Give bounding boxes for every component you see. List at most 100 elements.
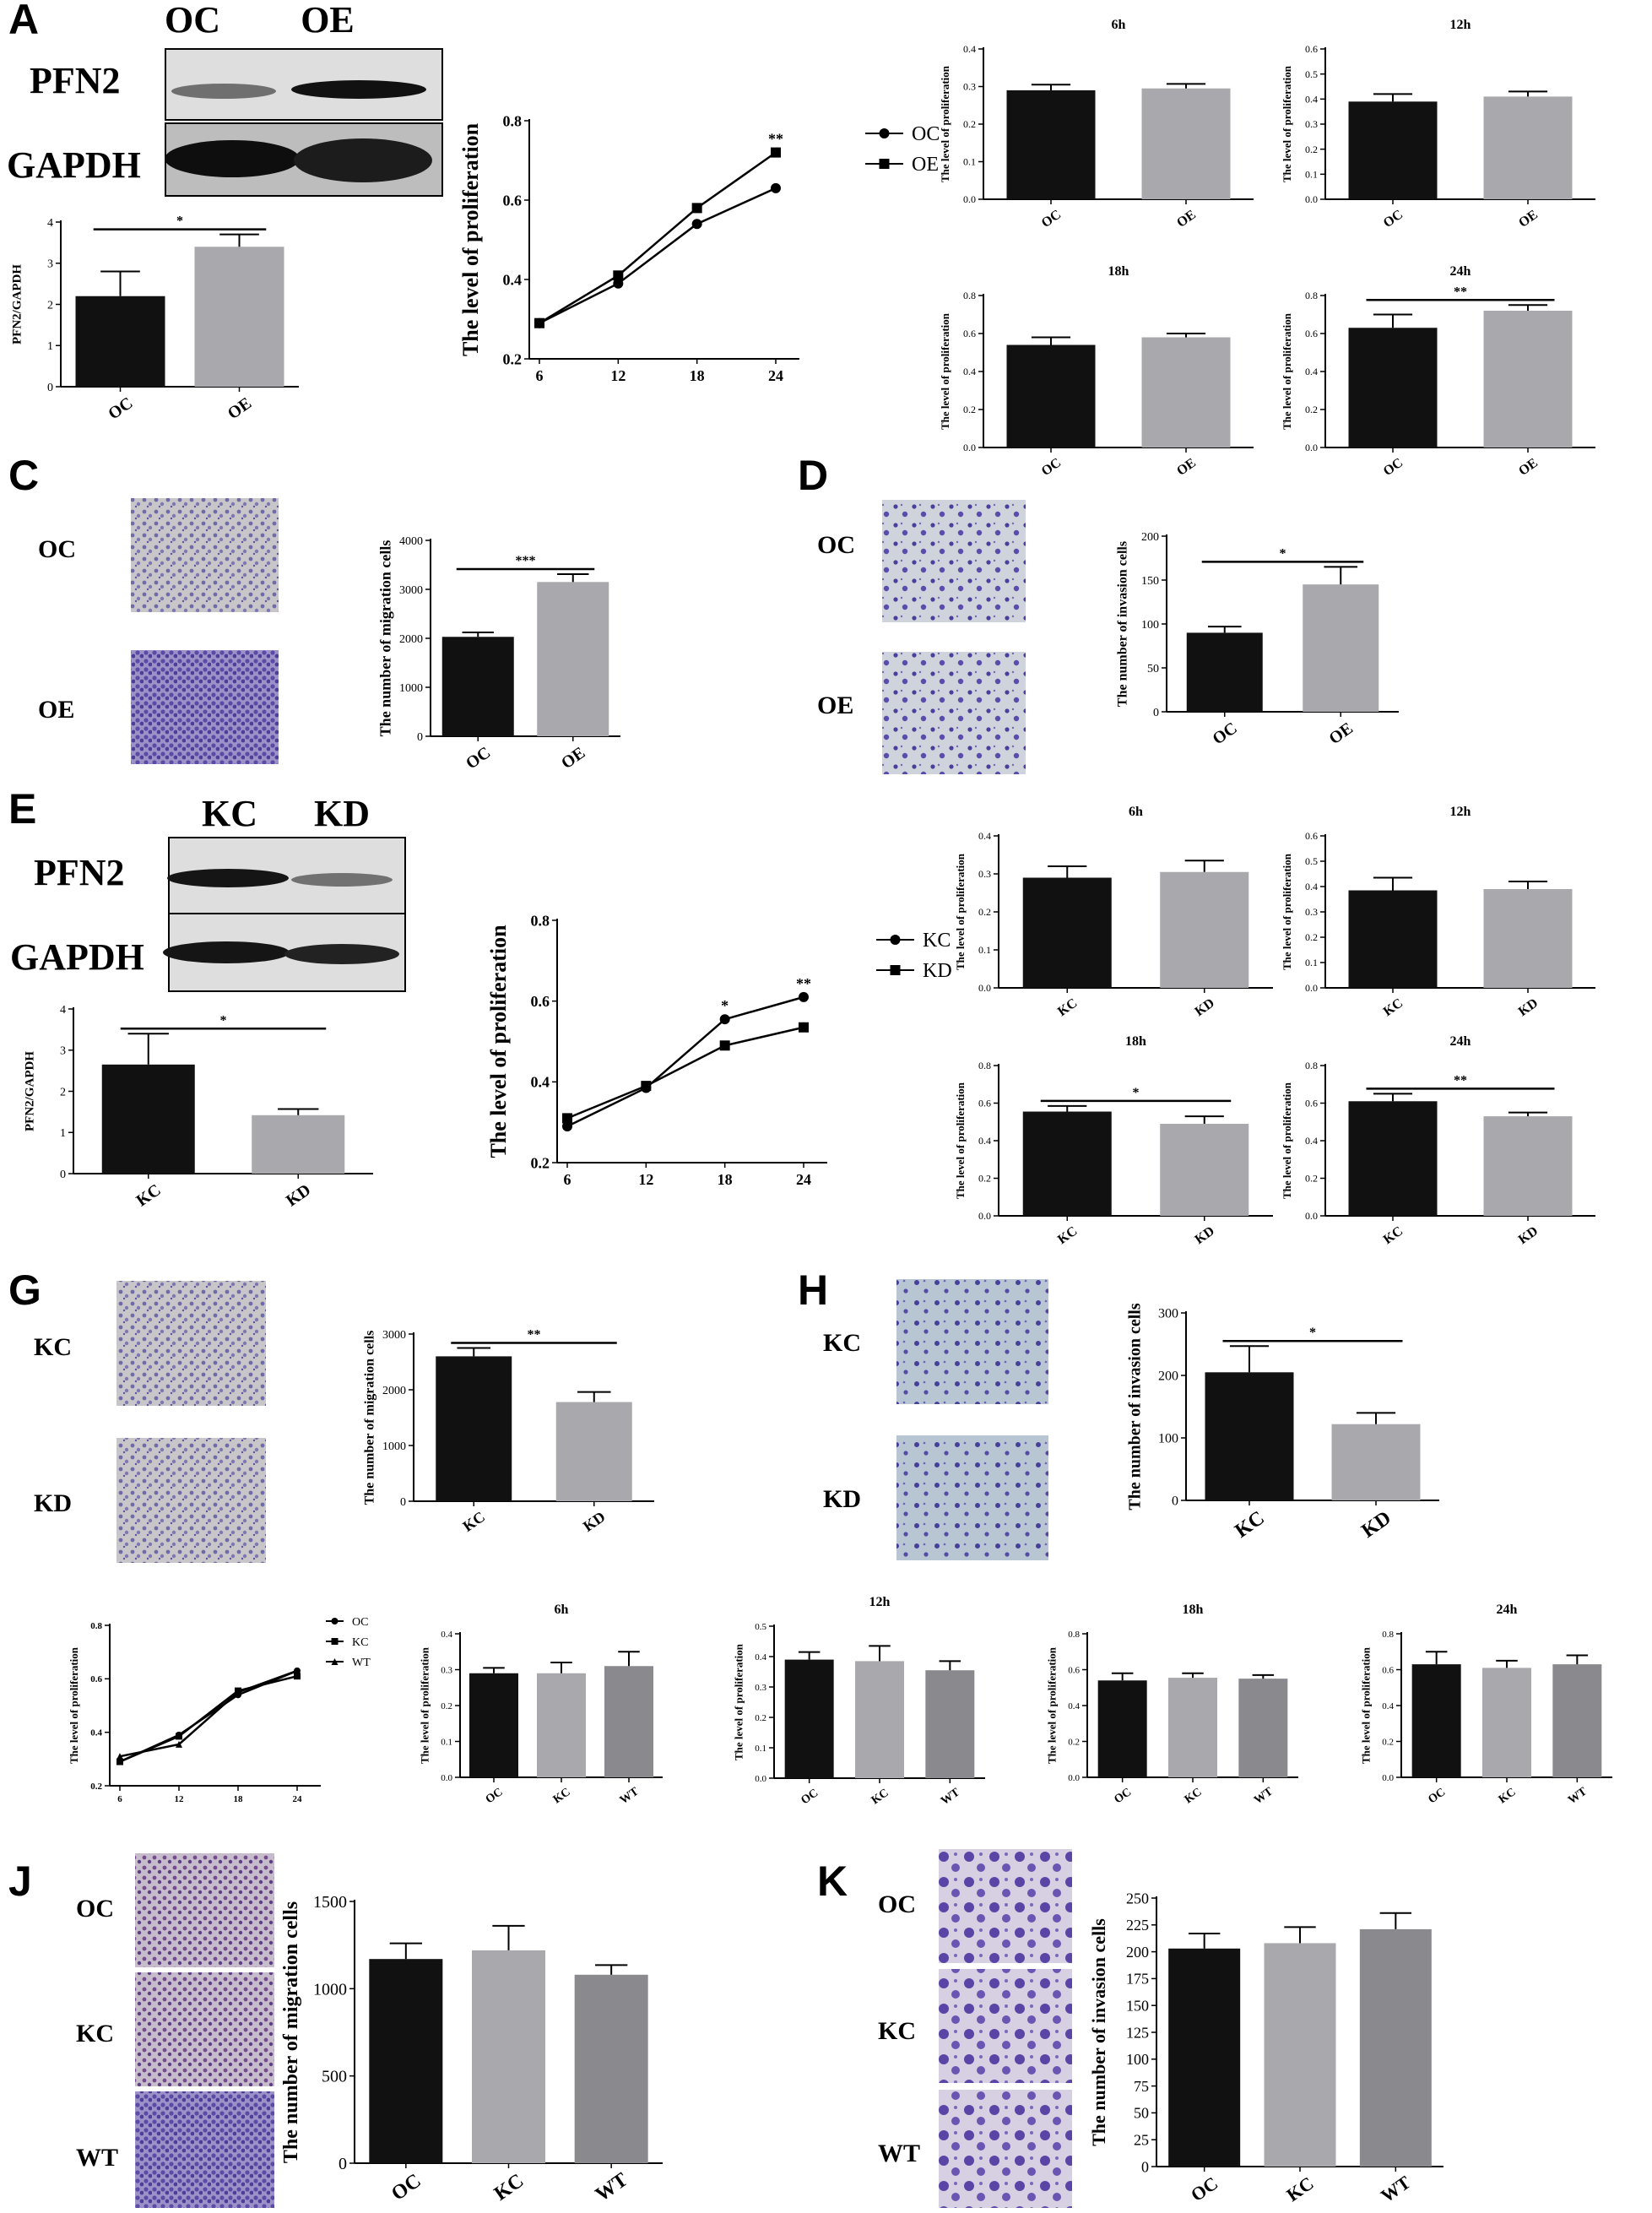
x-tick-label: 6 bbox=[117, 1794, 122, 1804]
y-tick-label: 0.0 bbox=[755, 1774, 766, 1784]
western-blot-a bbox=[165, 48, 443, 197]
y-tick-label: 75 bbox=[1134, 2078, 1149, 2095]
x-tick-label: KC bbox=[1282, 2172, 1317, 2205]
legend-label: OC bbox=[352, 1616, 368, 1629]
y-tick-label: 2 bbox=[60, 1086, 66, 1098]
y-tick-label: 0.2 bbox=[503, 350, 523, 367]
bar-oc bbox=[1411, 1664, 1461, 1777]
y-tick-label: 0.1 bbox=[441, 1737, 452, 1747]
bar-kd bbox=[1160, 871, 1249, 988]
significance-label: *** bbox=[516, 554, 536, 568]
chart-title: 18h bbox=[1183, 1603, 1204, 1617]
y-tick-label: 150 bbox=[1126, 1998, 1149, 2015]
chart-i-6h: 0.0 0.1 0.2 0.3 0.4 The level of proliferatio… bbox=[419, 1603, 663, 1807]
x-tick-label: KD bbox=[1193, 996, 1217, 1020]
panel-letter-c: C bbox=[8, 452, 39, 499]
bar-oc bbox=[1348, 328, 1438, 447]
y-tick-label: 0 bbox=[1153, 707, 1159, 719]
y-tick-label: 0.2 bbox=[1305, 931, 1318, 943]
bar-kc bbox=[1348, 1101, 1438, 1216]
significance-label: * bbox=[176, 214, 183, 229]
y-tick-label: 0.0 bbox=[978, 982, 991, 994]
y-tick-label: 0.3 bbox=[978, 868, 991, 880]
significance-label: ** bbox=[768, 131, 783, 148]
legend-marker-wt bbox=[331, 1658, 339, 1665]
significance-label: ** bbox=[1454, 285, 1467, 299]
bar-kc bbox=[1264, 1943, 1336, 2167]
legend-marker-oc bbox=[331, 1618, 339, 1624]
y-tick-label: 0 bbox=[47, 382, 53, 394]
bar-oc bbox=[1168, 1948, 1241, 2167]
y-tick-label: 200 bbox=[1141, 531, 1159, 544]
y-tick-label: 0.2 bbox=[978, 1173, 991, 1185]
data-point-wt bbox=[294, 1667, 301, 1674]
y-tick-label: 0.8 bbox=[503, 112, 523, 129]
chart-title: 6h bbox=[1129, 805, 1143, 819]
chart-title: 18h bbox=[1108, 264, 1129, 279]
y-tick-label: 0.1 bbox=[963, 156, 976, 168]
x-tick-label: KD bbox=[580, 1508, 609, 1535]
y-axis-label: The level of proliferation bbox=[1281, 312, 1293, 430]
y-tick-label: 0.2 bbox=[1305, 1173, 1318, 1185]
data-point-kd bbox=[562, 1113, 572, 1124]
y-tick-label: 25 bbox=[1134, 2132, 1149, 2149]
x-tick-label: KC bbox=[1055, 996, 1080, 1020]
chart-b-18h: 0.0 0.2 0.4 0.6 0.8 The level of proliferatio… bbox=[939, 264, 1254, 479]
y-tick-label: 0.3 bbox=[1305, 118, 1318, 130]
micrograph-k-label-2: KC bbox=[878, 2017, 916, 2045]
bar-wt bbox=[604, 1666, 653, 1777]
x-tick-label: OC bbox=[1381, 456, 1406, 480]
data-point-oc bbox=[613, 278, 624, 289]
y-tick-label: 0.2 bbox=[90, 1782, 102, 1792]
chart-k-bar: 0 25 50 75 100 125 150 175 200 225 250 The number o… bbox=[1088, 1890, 1443, 2206]
panel-letter-g: G bbox=[8, 1267, 41, 1314]
chart-i-18h: 0.0 0.2 0.4 0.6 0.8 The level of proliferatio… bbox=[1046, 1603, 1298, 1807]
significance-label: * bbox=[1133, 1086, 1140, 1100]
y-tick-label: 3 bbox=[60, 1045, 66, 1058]
data-point-kc bbox=[719, 1014, 730, 1025]
bar-wt bbox=[925, 1670, 975, 1778]
x-tick-label: OC bbox=[1187, 2172, 1221, 2205]
series-line-oc bbox=[119, 1669, 298, 1763]
y-tick-label: 0.2 bbox=[755, 1713, 766, 1723]
x-tick-label: OC bbox=[1039, 208, 1064, 231]
chart-legend: OC OE bbox=[865, 123, 940, 176]
bar-kc bbox=[1168, 1678, 1217, 1777]
y-tick-label: 0.0 bbox=[1068, 1773, 1080, 1783]
x-tick-label: KC bbox=[551, 1786, 573, 1806]
y-tick-label: 0 bbox=[60, 1169, 66, 1181]
bar-kd bbox=[252, 1115, 345, 1174]
y-tick-label: 0.3 bbox=[441, 1665, 452, 1675]
series-line-wt bbox=[119, 1669, 298, 1758]
significance-label: ** bbox=[528, 1328, 541, 1342]
significance-label: ** bbox=[1454, 1073, 1467, 1088]
y-axis-label: The number of migration cells bbox=[376, 540, 393, 737]
bar-kd bbox=[1483, 889, 1573, 988]
y-tick-label: 0.4 bbox=[1068, 1701, 1080, 1711]
micrograph-j-1 bbox=[135, 1853, 274, 1967]
y-tick-label: 100 bbox=[1126, 2051, 1149, 2068]
x-tick-label: WT bbox=[1566, 1785, 1590, 1807]
x-tick-label: OC bbox=[1426, 1786, 1448, 1806]
y-tick-label: 0.4 bbox=[1382, 1701, 1394, 1711]
y-tick-label: 0.4 bbox=[1305, 94, 1318, 106]
blot-e-row-1: PFN2 bbox=[34, 852, 125, 893]
y-tick-label: 1000 bbox=[313, 1980, 347, 1999]
y-tick-label: 0.6 bbox=[1382, 1665, 1394, 1675]
panel-letter-j: J bbox=[8, 1858, 32, 1905]
x-tick-label: KD bbox=[283, 1180, 314, 1210]
chart-title: 24h bbox=[1450, 1034, 1471, 1049]
bar-kc bbox=[1022, 1111, 1112, 1216]
x-tick-label: KD bbox=[1193, 1224, 1217, 1248]
micrograph-c-label-1: OC bbox=[38, 535, 76, 563]
chart-i-12h: 0.0 0.1 0.2 0.3 0.4 0.5 The level of prolifera… bbox=[733, 1595, 985, 1808]
y-tick-label: 4000 bbox=[399, 535, 423, 548]
y-tick-label: 0.6 bbox=[1305, 1098, 1318, 1109]
micrograph-k-3 bbox=[939, 2090, 1072, 2208]
y-tick-label: 0.1 bbox=[978, 944, 991, 956]
chart-j-bar: 0 500 1000 1500 The number of migration cell… bbox=[280, 1893, 663, 2206]
y-tick-label: 0.4 bbox=[441, 1630, 452, 1640]
y-tick-label: 0.4 bbox=[1305, 1135, 1318, 1147]
y-tick-label: 0.2 bbox=[1382, 1737, 1394, 1747]
